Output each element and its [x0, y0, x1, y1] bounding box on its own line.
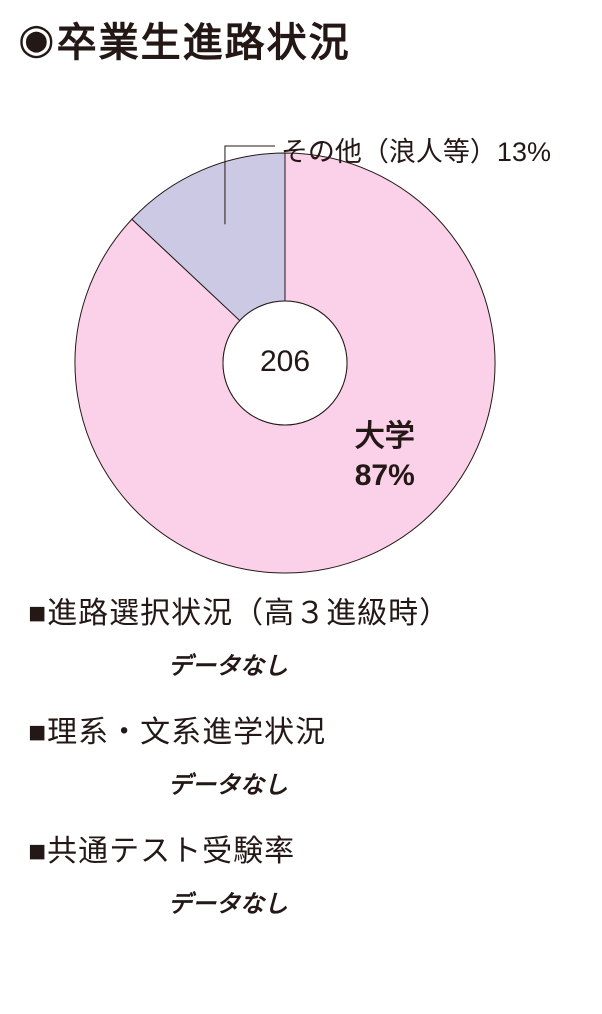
section-heading: ■共通テスト受験率	[28, 826, 574, 870]
donut-main-label-line2: 87%	[355, 459, 415, 492]
section: ■共通テスト受験率 データなし	[28, 826, 574, 919]
donut-main-label-line1: 大学	[355, 420, 415, 453]
donut-center-value: 206	[225, 345, 345, 379]
donut-chart: 206 大学 87% その他（浪人等）13%	[0, 68, 602, 588]
section: ■理系・文系進学状況 データなし	[28, 707, 574, 800]
section-body: データなし	[28, 765, 574, 800]
donut-main-label: 大学 87%	[355, 417, 415, 495]
page-title-row: ◉ 卒業生進路状況	[0, 0, 602, 68]
section-body: データなし	[28, 884, 574, 919]
donut-callout-label: その他（浪人等）13%	[281, 130, 551, 169]
section-body: データなし	[28, 646, 574, 681]
sections: ■進路選択状況（高３進級時） データなし ■理系・文系進学状況 データなし ■共…	[0, 588, 602, 919]
section-heading: ■進路選択状況（高３進級時）	[28, 588, 574, 632]
page-title: 卒業生進路状況	[57, 10, 351, 68]
section: ■進路選択状況（高３進級時） データなし	[28, 588, 574, 681]
title-bullet: ◉	[18, 18, 55, 60]
section-heading: ■理系・文系進学状況	[28, 707, 574, 751]
